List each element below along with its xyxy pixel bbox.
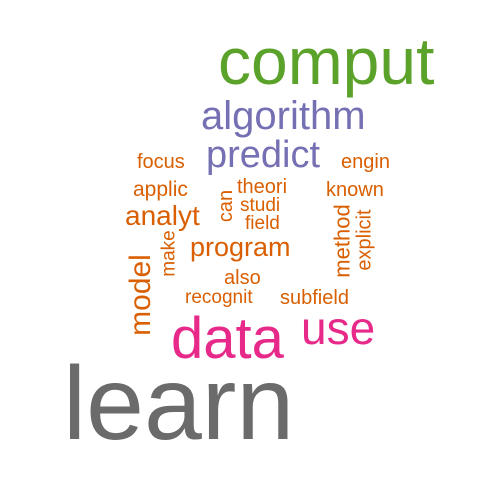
word-also: also xyxy=(224,267,261,289)
word-algorithm: algorithm xyxy=(201,94,366,138)
word-data: data xyxy=(171,306,284,371)
word-theori: theori xyxy=(237,176,288,198)
word-focus: focus xyxy=(137,151,185,173)
word-program: program xyxy=(190,232,291,262)
word-explicit: explicit xyxy=(353,209,376,271)
word-method: method xyxy=(329,204,355,278)
word-use: use xyxy=(301,302,376,354)
word-engin: engin xyxy=(341,151,390,173)
word-field: field xyxy=(245,213,280,234)
word-can: can xyxy=(215,189,238,223)
word-analyt: analyt xyxy=(125,200,200,231)
word-applic: applic xyxy=(133,178,188,201)
word-recognit: recognit xyxy=(185,287,253,308)
word-comput: comput xyxy=(218,24,435,98)
word-make: make xyxy=(158,230,180,277)
word-predict: predict xyxy=(206,134,321,176)
word-studi: studi xyxy=(240,195,281,216)
word-learn: learn xyxy=(63,346,295,462)
word-model: model xyxy=(123,254,157,336)
word-known: known xyxy=(326,179,384,201)
word-subfield: subfield xyxy=(280,287,349,309)
